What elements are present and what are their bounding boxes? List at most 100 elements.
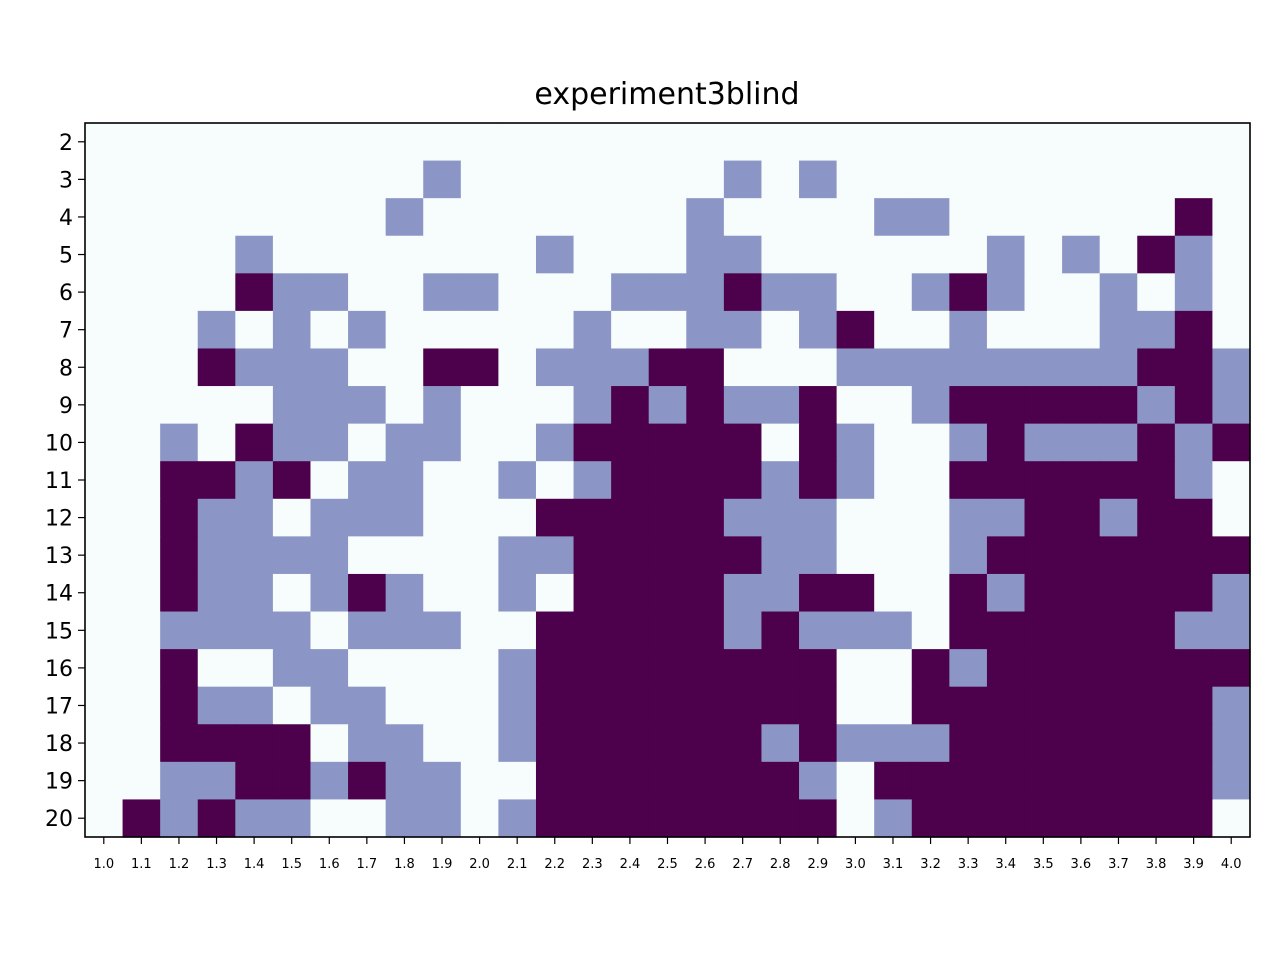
heatmap-cell <box>160 123 199 162</box>
heatmap-cell <box>986 386 1026 425</box>
heatmap-cell <box>986 649 1026 688</box>
heatmap-cell <box>611 235 650 274</box>
heatmap-cell <box>460 649 499 688</box>
heatmap-cell <box>1099 724 1138 763</box>
heatmap-cell <box>310 536 349 575</box>
x-tick-label: 3.9 <box>1183 857 1204 872</box>
heatmap-cell <box>498 235 537 274</box>
chart-title: experiment3blind <box>534 77 799 112</box>
heatmap-cell <box>761 348 800 387</box>
heatmap-cell <box>498 686 537 725</box>
heatmap-cell <box>498 799 537 838</box>
heatmap-cell <box>1062 123 1101 162</box>
heatmap-cell <box>1137 423 1176 462</box>
x-tick-label: 1.7 <box>357 857 378 872</box>
x-tick-label: 2.1 <box>507 857 528 872</box>
heatmap-cell <box>761 686 800 725</box>
heatmap-cell <box>1099 573 1138 613</box>
heatmap-cell <box>1024 123 1063 162</box>
heatmap-cell <box>1099 498 1138 537</box>
heatmap-cell <box>122 724 161 763</box>
heatmap-cell <box>310 235 349 274</box>
heatmap-cell <box>1024 649 1063 688</box>
heatmap-cell <box>949 498 988 537</box>
heatmap-cell <box>272 386 312 425</box>
heatmap-cell <box>235 310 274 350</box>
heatmap-cell <box>423 573 462 613</box>
heatmap-cell <box>648 573 687 613</box>
heatmap-cell <box>1212 761 1251 801</box>
heatmap-cell <box>1212 461 1251 500</box>
heatmap-cell <box>385 573 424 613</box>
heatmap-cell <box>911 761 950 801</box>
heatmap-cell <box>648 761 687 801</box>
heatmap-cell <box>1212 123 1251 162</box>
heatmap-cell <box>348 310 387 350</box>
x-tick-label: 2.0 <box>469 857 490 872</box>
heatmap-cell <box>874 273 913 312</box>
heatmap-cell <box>874 761 913 801</box>
heatmap-cell <box>310 573 349 613</box>
heatmap-cell <box>1137 461 1176 500</box>
heatmap-cell <box>1024 573 1063 613</box>
heatmap-cell <box>1174 649 1214 688</box>
heatmap-cell <box>799 348 838 387</box>
heatmap-cell <box>272 799 312 838</box>
heatmap-cell <box>122 686 161 725</box>
heatmap-cell <box>235 573 274 613</box>
heatmap-cell <box>272 649 312 688</box>
heatmap-cell <box>986 310 1026 350</box>
heatmap-cell <box>723 573 763 613</box>
heatmap-cell <box>197 386 236 425</box>
heatmap-cell <box>1099 386 1138 425</box>
heatmap-cell <box>911 649 950 688</box>
heatmap-cell <box>648 461 687 500</box>
x-tick-label: 3.2 <box>920 857 941 872</box>
y-tick-label: 12 <box>45 507 73 532</box>
heatmap-cell <box>423 536 462 575</box>
heatmap-cell <box>310 123 349 162</box>
heatmap-cell <box>573 348 612 387</box>
heatmap-cell <box>799 386 838 425</box>
heatmap-cell <box>611 761 650 801</box>
heatmap-cell <box>122 536 161 575</box>
heatmap-cell <box>122 160 161 199</box>
heatmap-cell <box>235 235 274 274</box>
heatmap-cell <box>385 123 424 162</box>
heatmap-cell <box>1062 273 1101 312</box>
heatmap-cell <box>385 799 424 838</box>
x-tick-label: 3.1 <box>883 857 904 872</box>
heatmap-cell <box>535 123 575 162</box>
heatmap-cell <box>949 686 988 725</box>
heatmap-cell <box>85 536 124 575</box>
heatmap-cell <box>874 160 913 199</box>
heatmap-cell <box>723 198 763 237</box>
heatmap-cell <box>1174 310 1214 350</box>
heatmap-cell <box>799 724 838 763</box>
heatmap-cell <box>1062 724 1101 763</box>
heatmap-cell <box>761 123 800 162</box>
heatmap-cell <box>986 348 1026 387</box>
y-tick-label: 13 <box>45 544 73 569</box>
heatmap-cell <box>686 724 725 763</box>
heatmap-cell <box>986 423 1026 462</box>
heatmap-cell <box>686 761 725 801</box>
heatmap-cell <box>1062 461 1101 500</box>
heatmap-cell <box>235 461 274 500</box>
heatmap-cell <box>310 160 349 199</box>
heatmap-cell <box>949 573 988 613</box>
heatmap-cell <box>122 235 161 274</box>
heatmap-cell <box>498 498 537 537</box>
heatmap-cell <box>272 123 312 162</box>
heatmap-cell <box>423 348 462 387</box>
heatmap-cell <box>1137 348 1176 387</box>
heatmap-cell <box>1024 686 1063 725</box>
heatmap-cell <box>197 761 236 801</box>
heatmap-cell <box>611 123 650 162</box>
heatmap-cell <box>498 123 537 162</box>
heatmap-cell <box>1174 761 1214 801</box>
heatmap-cell <box>197 273 236 312</box>
heatmap-cell <box>348 348 387 387</box>
heatmap-cell <box>573 386 612 425</box>
heatmap-cell <box>235 686 274 725</box>
